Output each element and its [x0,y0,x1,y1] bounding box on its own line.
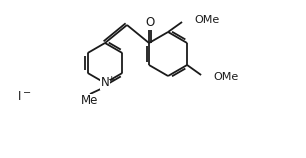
Text: +: + [107,75,115,83]
Text: Me: Me [81,94,99,107]
Text: I: I [18,89,22,103]
Text: −: − [23,88,31,98]
Text: OMe: OMe [194,15,219,25]
Text: N: N [101,76,109,89]
Text: OMe: OMe [213,72,238,82]
Text: O: O [145,16,155,30]
